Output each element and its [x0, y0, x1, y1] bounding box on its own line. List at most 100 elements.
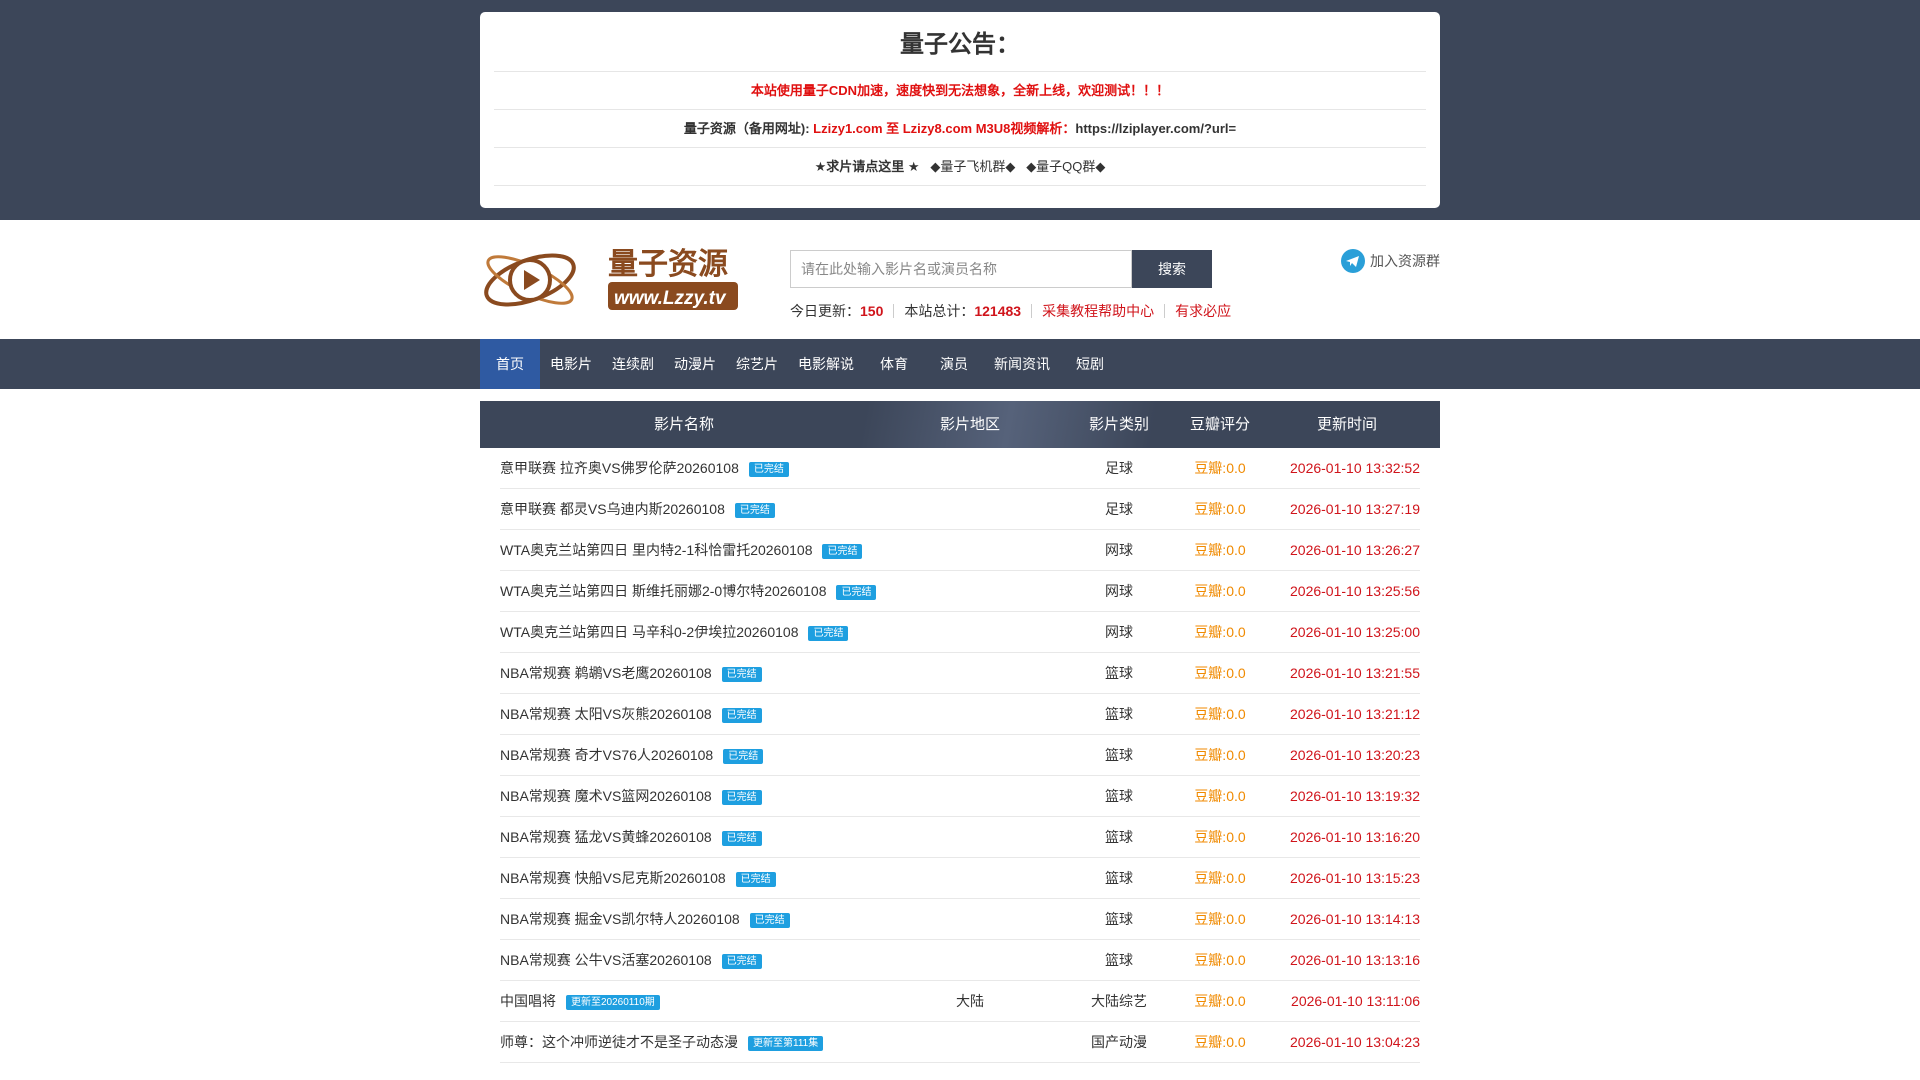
video-title[interactable]: NBA常规赛 鹈鹕VS老鹰20260108: [500, 665, 712, 681]
nav-item[interactable]: 综艺片: [736, 356, 778, 372]
video-title[interactable]: WTA奥克兰站第四日 里内特2-1科恰雷托20260108: [500, 542, 813, 558]
table-row: WTA奥克兰站第四日 斯维托丽娜2-0博尔特20260108 已完结 网球 豆瓣:0.…: [500, 571, 1420, 612]
notice-link[interactable]: ◆量子QQ群◆: [1026, 159, 1106, 174]
status-badge: 更新至第111集: [748, 1036, 824, 1051]
search-button[interactable]: 搜索: [1132, 250, 1212, 288]
search: 请在此处输入影片名或演员名称 搜索: [790, 250, 1212, 288]
nav-item[interactable]: 电影解说: [798, 356, 854, 372]
nav-bar: 首页 电影片 连续剧 动漫片 综艺片 电影解说 体育 演员 新闻资讯 短剧: [0, 339, 1920, 389]
nav-item[interactable]: 体育: [880, 356, 908, 372]
nav-item[interactable]: 动漫片: [674, 356, 716, 372]
table-row: NBA常规赛 掘金VS凯尔特人20260108 已完结 篮球 豆瓣:0.0 2026-0…: [500, 899, 1420, 940]
region-cell: [888, 694, 1052, 734]
nav-item[interactable]: 连续剧: [612, 356, 654, 372]
stat-label: 本站总计：: [904, 303, 975, 319]
stats: 今日更新：150 本站总计：121483 采集教程帮助中心 有求必应: [790, 304, 1241, 318]
video-title[interactable]: 意甲联赛 拉齐奥VS佛罗伦萨20260108: [500, 460, 739, 476]
table-row: WTA奥克兰站第四日 里内特2-1科恰雷托20260108 已完结 网球 豆瓣:0.0…: [500, 530, 1420, 571]
table-row: 师尊：这个冲师逆徒才不是圣子动态漫 更新至第111集 国产动漫 豆瓣:0.0 2026-…: [500, 1022, 1420, 1063]
region-cell: [888, 817, 1052, 857]
table-row: NBA常规赛 公牛VS活塞20260108 已完结 篮球 豆瓣:0.0 2026-01-…: [500, 940, 1420, 981]
join-group[interactable]: 加入资源群: [1340, 248, 1440, 274]
category-cell: 网球: [1105, 542, 1133, 558]
notice-link[interactable]: ★求片请点这里 ★: [814, 159, 920, 174]
video-title[interactable]: WTA奥克兰站第四日 斯维托丽娜2-0博尔特20260108: [500, 583, 827, 599]
time-cell: 2026-01-10 13:25:56: [1290, 583, 1420, 599]
rating-cell: 豆瓣:0.0: [1194, 665, 1246, 681]
status-badge: 已完结: [749, 913, 790, 928]
table-row: WTA奥克兰站第四日 马辛科0-2伊埃拉20260108 已完结 网球 豆瓣:0.0 2…: [500, 612, 1420, 653]
column-header: 影片地区: [939, 416, 1000, 433]
nav-item[interactable]: 电影片: [550, 356, 592, 372]
rating-cell: 豆瓣:0.0: [1194, 993, 1246, 1009]
nav-item[interactable]: 演员: [940, 356, 968, 372]
nav-item[interactable]: 短剧: [1076, 356, 1104, 372]
category-cell: 网球: [1105, 583, 1133, 599]
region-cell: [888, 653, 1052, 693]
status-badge: 已完结: [808, 626, 849, 641]
region-cell: [888, 489, 1052, 529]
video-title[interactable]: NBA常规赛 太阳VS灰熊20260108: [500, 706, 712, 722]
video-title[interactable]: NBA常规赛 快船VS尼克斯20260108: [500, 870, 726, 886]
time-cell: 2026-01-10 13:21:55: [1290, 665, 1420, 681]
video-title[interactable]: NBA常规赛 奇才VS76人20260108: [500, 747, 714, 763]
name-cell: NBA常规赛 鹈鹕VS老鹰20260108 已完结: [500, 653, 888, 693]
region-cell: [888, 940, 1052, 980]
rating-cell: 豆瓣:0.0: [1194, 583, 1246, 599]
stat-value: 121483: [974, 303, 1022, 319]
video-title[interactable]: NBA常规赛 公牛VS活塞20260108: [500, 952, 712, 968]
video-title[interactable]: 师尊：这个冲师逆徒才不是圣子动态漫: [500, 1034, 738, 1050]
region-cell: [888, 448, 1052, 488]
time-cell: 2026-01-10 13:15:23: [1290, 870, 1420, 886]
nav-item[interactable]: 新闻资讯: [994, 356, 1050, 372]
table-row: NBA常规赛 太阳VS灰熊20260108 已完结 篮球 豆瓣:0.0 2026-01-…: [500, 694, 1420, 735]
category-cell: 篮球: [1105, 706, 1133, 722]
logo-title: 量子资源: [608, 248, 728, 281]
notice-label: 量子资源（备用网址):: [683, 121, 810, 136]
category-cell: 国产动漫: [1091, 1034, 1147, 1050]
stat: 本站总计：121483: [893, 304, 1031, 318]
rating-cell: 豆瓣:0.0: [1194, 829, 1246, 845]
status-badge: 已完结: [723, 749, 764, 764]
name-cell: NBA常规赛 快船VS尼克斯20260108 已完结: [500, 858, 888, 898]
category-cell: 大陆综艺: [1091, 993, 1147, 1009]
name-cell: 师尊：这个冲师逆徒才不是圣子动态漫 更新至第111集: [500, 1022, 888, 1062]
region-cell: [888, 530, 1052, 570]
name-cell: 意甲联赛 都灵VS乌迪内斯20260108 已完结: [500, 489, 888, 529]
notice-url: https://lziplayer.com/?url=: [1075, 121, 1237, 136]
time-cell: 2026-01-10 13:32:52: [1290, 460, 1420, 476]
request-link[interactable]: 有求必应: [1164, 304, 1241, 318]
status-badge: 已完结: [721, 954, 762, 969]
video-title[interactable]: NBA常规赛 掘金VS凯尔特人20260108: [500, 911, 740, 927]
category-cell: 篮球: [1105, 665, 1133, 681]
status-badge: 已完结: [721, 790, 762, 805]
table-row: 中国唱将 更新至20260110期 大陆 大陆综艺 豆瓣:0.0 2026-01-10 1…: [500, 981, 1420, 1022]
category-cell: 网球: [1105, 624, 1133, 640]
category-cell: 足球: [1105, 501, 1133, 517]
video-title[interactable]: NBA常规赛 魔术VS篮网20260108: [500, 788, 712, 804]
logo[interactable]: 量子资源 www.Lzzy.tv: [480, 238, 750, 328]
category-cell: 篮球: [1105, 952, 1133, 968]
help-link[interactable]: 采集教程帮助中心: [1031, 304, 1164, 318]
category-cell: 篮球: [1105, 870, 1133, 886]
rating-cell: 豆瓣:0.0: [1194, 788, 1246, 804]
top-band: 量子公告： 本站使用量子CDN加速，速度快到无法想象，全新上线，欢迎测试！！！ …: [0, 0, 1920, 220]
search-input[interactable]: 请在此处输入影片名或演员名称: [790, 250, 1132, 288]
region-cell: [888, 612, 1052, 652]
time-cell: 2026-01-10 13:26:27: [1290, 542, 1420, 558]
video-title[interactable]: WTA奥克兰站第四日 马辛科0-2伊埃拉20260108: [500, 624, 799, 640]
notice-box: 量子公告： 本站使用量子CDN加速，速度快到无法想象，全新上线，欢迎测试！！！ …: [480, 12, 1440, 208]
region-cell: 大陆: [956, 993, 984, 1009]
region-cell: [888, 571, 1052, 611]
column-header: 豆瓣评分: [1189, 416, 1250, 433]
notice-link[interactable]: ◆量子飞机群◆: [930, 159, 1016, 174]
column-header: 影片名称: [653, 416, 714, 433]
rating-cell: 豆瓣:0.0: [1194, 542, 1246, 558]
nav-item[interactable]: 首页: [480, 339, 540, 389]
video-title[interactable]: NBA常规赛 猛龙VS黄蜂20260108: [500, 829, 712, 845]
video-title[interactable]: 中国唱将: [500, 993, 556, 1009]
notice-line: 本站使用量子CDN加速，速度快到无法想象，全新上线，欢迎测试！！！: [494, 72, 1426, 110]
time-cell: 2026-01-10 13:14:13: [1290, 911, 1420, 927]
header: 量子资源 www.Lzzy.tv 请在此处输入影片名或演员名称 搜索 今日更新：…: [480, 220, 1440, 339]
video-title[interactable]: 意甲联赛 都灵VS乌迪内斯20260108: [500, 501, 725, 517]
